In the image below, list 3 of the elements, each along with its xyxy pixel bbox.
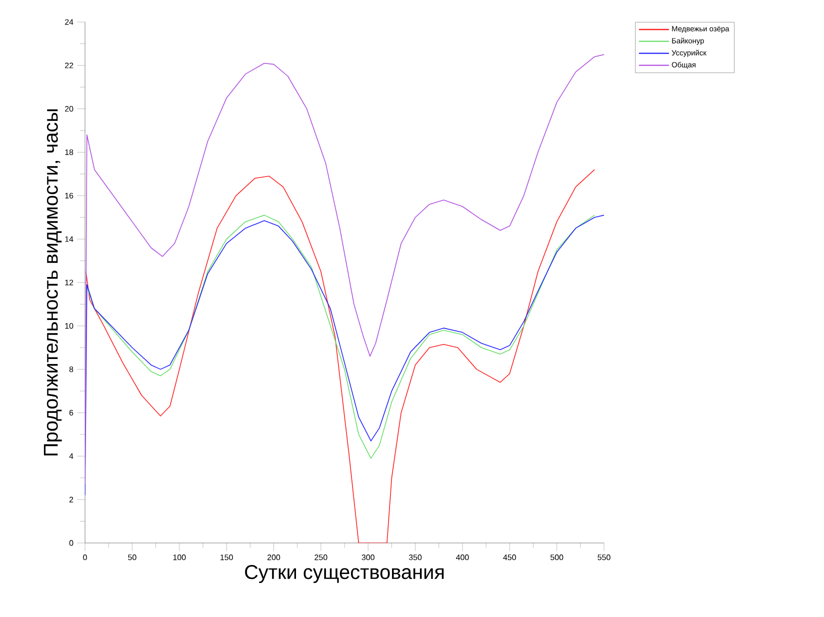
- x-axis-title: Сутки существования: [245, 564, 444, 584]
- y-axis-title: Продолжительность видимости, часы: [44, 109, 62, 456]
- line-series: [85, 54, 604, 485]
